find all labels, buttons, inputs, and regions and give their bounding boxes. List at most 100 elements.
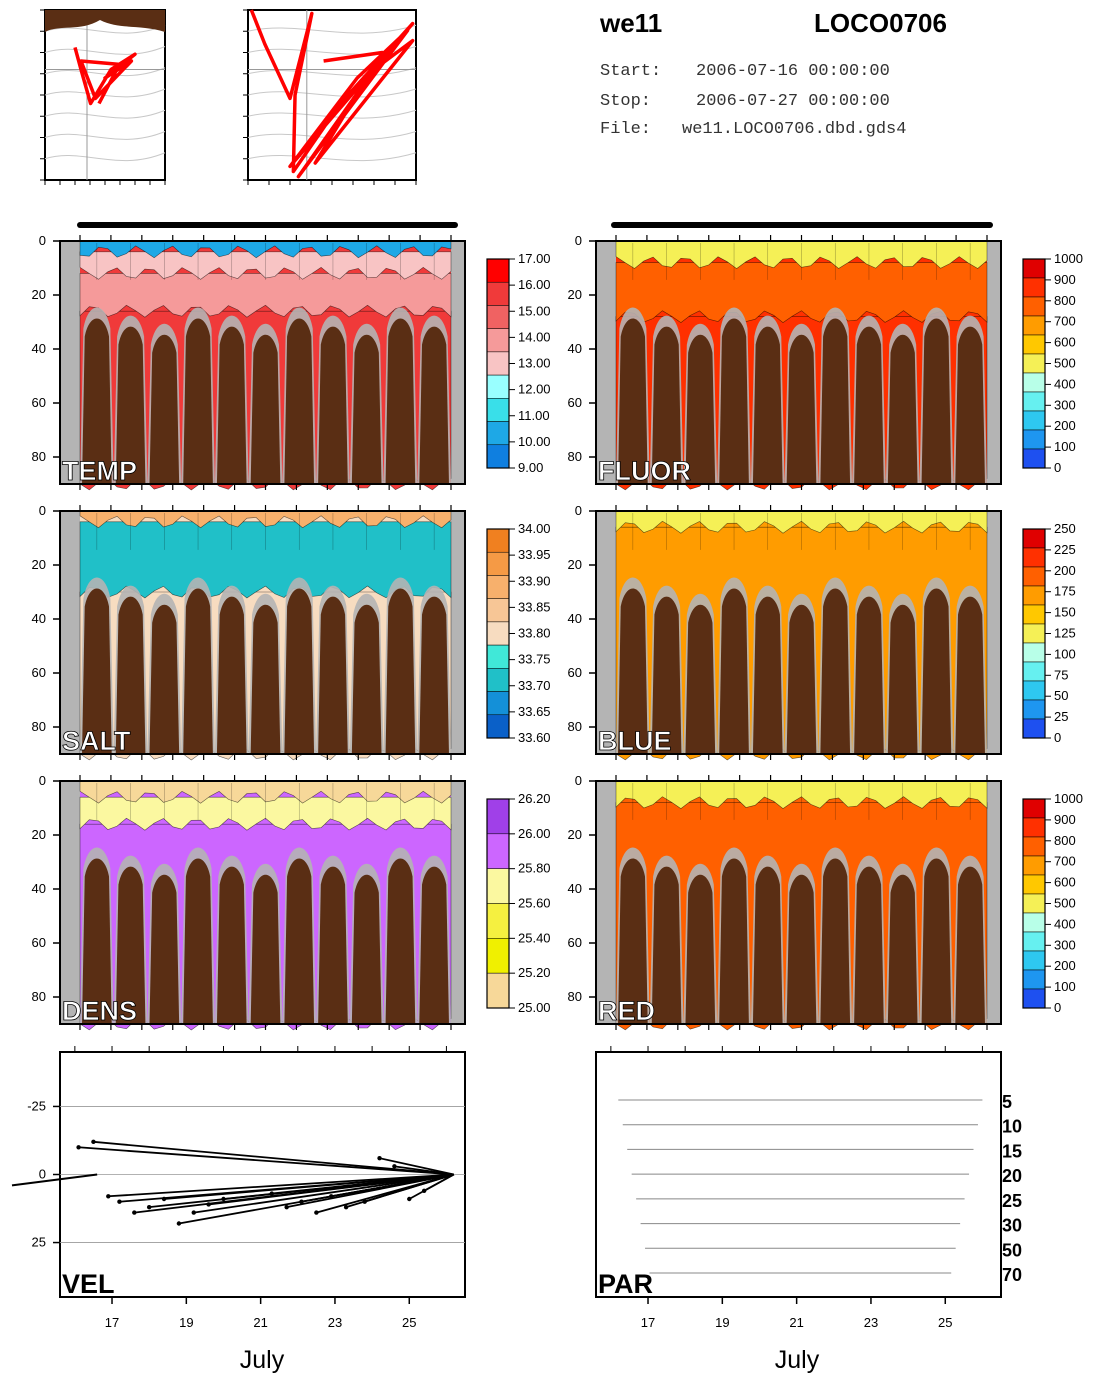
contour-band — [79, 240, 452, 259]
vector-origin — [329, 1194, 334, 1199]
colorbar-label: 25.80 — [518, 861, 551, 876]
colorbar-swatch — [1022, 604, 1046, 625]
panel-label: BLUE — [598, 726, 672, 756]
colorbar-swatch — [486, 691, 510, 716]
colorbar-label: 34.00 — [518, 521, 551, 536]
y-tick-label: 40 — [568, 341, 582, 356]
colorbar-label: 700 — [1054, 314, 1076, 329]
seafloor-profile — [752, 326, 783, 484]
contour-band — [615, 240, 988, 269]
x-tick-label: 23 — [864, 1315, 878, 1330]
contour-band — [615, 510, 988, 534]
velocity-vector — [163, 1173, 454, 1200]
y-tick-label: 20 — [32, 287, 46, 302]
seafloor-profile — [719, 588, 749, 754]
panel-frame — [59, 510, 466, 755]
seafloor-profile — [820, 588, 851, 754]
colorbar-label: 33.95 — [518, 547, 551, 562]
seafloor-profile — [820, 858, 851, 1024]
colorbar-label: 200 — [1054, 418, 1076, 433]
colorbar-label: 500 — [1054, 356, 1076, 371]
bathymetry-contour — [44, 109, 166, 119]
bathymetry-contour — [247, 109, 417, 119]
seafloor-profile — [82, 588, 112, 754]
colorbar-swatch — [1022, 836, 1046, 857]
colorbar-swatch — [1022, 277, 1046, 298]
colorbar-label: 225 — [1054, 542, 1076, 557]
x-tick-label: 17 — [105, 1315, 119, 1330]
seafloor-profile — [651, 326, 682, 484]
seafloor-profile — [216, 866, 247, 1024]
y-tick-label: 80 — [32, 989, 46, 1004]
y-tick-label: 40 — [32, 611, 46, 626]
seafloor-profile — [284, 858, 315, 1024]
overview-map — [40, 9, 166, 185]
par-depth-label: 15 — [1002, 1141, 1022, 1161]
colorbar-label: 0 — [1054, 460, 1061, 475]
seafloor-profile — [351, 334, 382, 484]
colorbar-swatch — [486, 421, 510, 446]
seafloor-profile — [618, 858, 648, 1024]
glider-track — [73, 46, 137, 106]
vector-origin — [161, 1196, 167, 1202]
y-tick-label: -25 — [27, 1098, 46, 1113]
seafloor-profile — [216, 596, 247, 754]
colorbar-label: 33.85 — [518, 599, 551, 614]
seafloor-profile — [618, 588, 648, 754]
vector-origin — [221, 1196, 226, 1202]
colorbar-label: 400 — [1054, 916, 1076, 931]
seafloor-profile — [752, 866, 783, 1024]
colorbar-label: 15.00 — [518, 303, 551, 318]
x-tick-label: 21 — [789, 1315, 803, 1330]
colorbar-swatch — [1022, 642, 1046, 663]
seafloor-profile — [921, 858, 952, 1024]
bathymetry-contour — [247, 88, 417, 98]
colorbar-label: 400 — [1054, 376, 1076, 391]
colorbar-label: 900 — [1054, 272, 1076, 287]
colorbar-label: 200 — [1054, 563, 1076, 578]
colorbar-label: 26.20 — [518, 791, 551, 806]
seafloor-profile — [284, 588, 315, 754]
colorbar-label: 33.60 — [518, 730, 551, 745]
bathymetry-contour — [247, 152, 417, 162]
colorbar-swatch — [486, 868, 510, 904]
colorbar-swatch — [1022, 566, 1046, 587]
bathymetry-contour — [44, 46, 166, 55]
colorbar-label: 25.20 — [518, 965, 551, 980]
seafloor-profile — [786, 334, 817, 484]
seafloor-profile — [385, 318, 416, 484]
header-start-label: Start: — [600, 62, 662, 81]
colorbar-label: 200 — [1054, 958, 1076, 973]
colorbar-label: 125 — [1054, 626, 1076, 641]
glider-track — [249, 9, 415, 179]
x-tick-label: 25 — [938, 1315, 952, 1330]
colorbar-swatch — [486, 903, 510, 939]
colorbar-swatch — [1022, 429, 1046, 450]
panel-label: VEL — [62, 1269, 115, 1299]
colorbar-swatch — [486, 551, 510, 576]
x-tick-label: 23 — [328, 1315, 342, 1330]
vector-origin — [206, 1202, 211, 1207]
seafloor-profile — [921, 318, 952, 484]
header-start-value: 2006-07-16 00:00:00 — [696, 62, 890, 81]
velocity-vector — [394, 1165, 454, 1176]
seafloor-profile — [887, 604, 918, 754]
colorbar-label: 10.00 — [518, 434, 551, 449]
seafloor-profile — [651, 866, 682, 1024]
y-tick-label: 80 — [568, 989, 582, 1004]
header-title-platform: we11 — [600, 8, 663, 38]
seafloor-profile — [216, 326, 247, 484]
bathymetry-contour — [44, 24, 166, 34]
vector-origin — [146, 1204, 152, 1210]
colorbar-swatch — [486, 351, 510, 376]
colorbar-label: 12.00 — [518, 382, 551, 397]
colorbar-label: 0 — [1054, 1000, 1061, 1015]
colorbar-swatch — [1022, 334, 1046, 355]
y-tick-label: 20 — [568, 287, 582, 302]
colorbar-label: 100 — [1054, 979, 1076, 994]
colorbar-label: 600 — [1054, 875, 1076, 890]
contour-band — [79, 251, 452, 280]
y-tick-label: 20 — [568, 827, 582, 842]
colorbar-swatch — [1022, 855, 1046, 876]
